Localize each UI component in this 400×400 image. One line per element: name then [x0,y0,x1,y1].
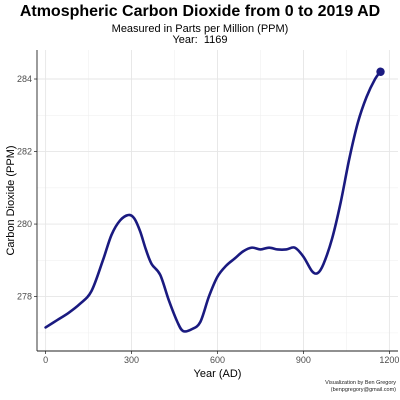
x-axis-title: Year (AD) [194,368,242,380]
x-tick-label: 900 [296,355,311,365]
y-axis-title: Carbon Dioxide (PPM) [5,145,17,255]
chart-title: Atmospheric Carbon Dioxide from 0 to 201… [19,3,381,20]
y-tick-label: 282 [17,147,32,157]
y-tick-label: 280 [17,219,32,229]
chart-subtitle: Measured in Parts per Million (PPM) [111,23,289,35]
x-tick-label: 300 [124,355,139,365]
credit-line-2: (benpgregory@gmail.com) [330,387,396,393]
x-tick-label: 600 [210,355,225,365]
credit-line-1: Visualization by Ben Gregory [325,380,396,386]
current-year-point [376,67,385,76]
year-value: 1169 [203,34,228,46]
co2-series-line [44,70,382,333]
x-tick-label: 0 [43,355,48,365]
x-tick-label: 1200 [379,355,399,365]
year-readout: Year: 1169 [0,34,400,46]
credit-note: Visualization by Ben Gregory (benpgregor… [325,380,396,394]
y-tick-label: 284 [17,74,32,84]
y-tick-label: 278 [17,292,32,302]
year-label: Year: [172,34,198,46]
